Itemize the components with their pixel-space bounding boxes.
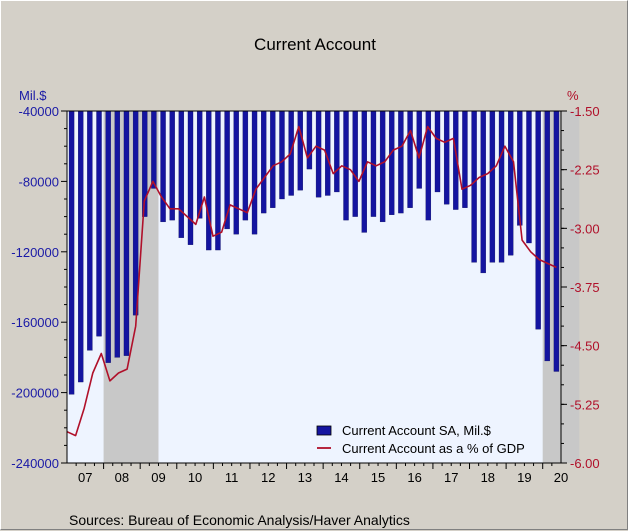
bar-30 <box>334 110 340 193</box>
right-axis-unit-label: % <box>567 88 579 103</box>
bar-27 <box>306 110 313 170</box>
legend-label-line: Current Account as a % of GDP <box>342 441 525 456</box>
bar-22 <box>261 110 267 214</box>
legend-label-bars: Current Account SA, Mil.$ <box>342 423 492 438</box>
bar-45 <box>471 110 477 263</box>
x-tick-label: 10 <box>188 470 202 485</box>
x-tick-label: 20 <box>554 470 568 485</box>
right-tick-label: -3.00 <box>570 221 600 236</box>
bar-37 <box>398 110 404 214</box>
bar-21 <box>251 110 258 235</box>
bar-20 <box>242 110 249 221</box>
legend-swatch-bars <box>316 425 332 436</box>
bar-42 <box>443 110 450 205</box>
bar-6 <box>114 110 120 358</box>
bar-16 <box>206 110 212 251</box>
left-tick-label: -200000 <box>11 386 59 401</box>
bar-24 <box>279 110 285 200</box>
bar-19 <box>233 110 239 235</box>
x-tick-label: 14 <box>334 470 348 485</box>
left-tick-label: -160000 <box>11 315 59 330</box>
bar-5 <box>105 110 111 363</box>
bar-35 <box>379 110 386 223</box>
bar-2 <box>78 110 84 383</box>
gdp-share-line <box>66 125 557 437</box>
right-tick-label: -5.25 <box>570 397 600 412</box>
bar-23 <box>270 110 276 208</box>
bar-38 <box>407 110 413 208</box>
left-axis-unit-label: Mil.$ <box>19 88 47 103</box>
x-tick-label: 17 <box>444 470 458 485</box>
bar-10 <box>151 110 157 189</box>
bar-48 <box>498 110 505 263</box>
bar-1 <box>68 110 75 395</box>
bar-49 <box>508 110 514 256</box>
bar-36 <box>389 110 395 215</box>
bar-44 <box>462 110 468 208</box>
x-tick-label: 07 <box>78 470 92 485</box>
x-tick-label: 09 <box>151 470 165 485</box>
x-tick-label: 13 <box>298 470 312 485</box>
line-series <box>66 125 557 437</box>
x-tick-label: 19 <box>517 470 531 485</box>
x-tick-label: 08 <box>115 470 129 485</box>
bar-11 <box>160 110 166 223</box>
x-axis: 07 08 09 10 11 12 13 14 15 16 17 18 19 20 <box>75 463 568 485</box>
legend: Current Account SA, Mil.$ Current Accoun… <box>316 423 525 456</box>
recession-band-1 <box>103 111 159 463</box>
bar-4 <box>96 110 102 337</box>
bar-51 <box>526 110 532 244</box>
right-tick-label: -4.50 <box>570 339 600 354</box>
left-tick-label: -40000 <box>19 104 59 119</box>
left-tick-label: -80000 <box>19 174 59 189</box>
bar-8 <box>132 110 139 316</box>
bar-17 <box>215 110 221 251</box>
bar-13 <box>178 110 185 238</box>
chart-title: Current Account <box>254 35 376 54</box>
bar-15 <box>196 110 203 219</box>
bar-46 <box>480 110 486 274</box>
right-axis: -1.50 -2.25 -3.00 -3.75 -4.50 -5.25 -6.00 <box>561 104 600 471</box>
bar-7 <box>123 110 130 356</box>
right-tick-label: -1.50 <box>570 104 600 119</box>
x-tick-label: 11 <box>225 470 239 485</box>
right-tick-label: -2.25 <box>570 163 600 178</box>
x-tick-label: 15 <box>371 470 385 485</box>
bar-14 <box>187 110 194 245</box>
bar-54 <box>553 110 560 372</box>
right-tick-label: -6.00 <box>570 456 600 471</box>
left-tick-label: -240000 <box>11 456 59 471</box>
left-tick-label: -120000 <box>11 245 59 260</box>
bar-26 <box>297 110 303 191</box>
bar-32 <box>352 110 358 217</box>
x-tick-label: 18 <box>481 470 495 485</box>
right-tick-label: -3.75 <box>570 280 600 295</box>
x-tick-label: 12 <box>261 470 275 485</box>
source-note: Sources: Bureau of Economic Analysis/Hav… <box>69 512 410 528</box>
bar-41 <box>434 110 441 193</box>
bar-3 <box>87 110 93 351</box>
bar-28 <box>315 110 322 198</box>
x-tick-label: 16 <box>407 470 421 485</box>
bar-52 <box>535 110 541 330</box>
bar-53 <box>544 110 550 362</box>
bar-12 <box>169 110 175 221</box>
left-axis: -40000 -80000 -120000 -160000 -200000 -240000 <box>11 104 67 471</box>
bar-31 <box>343 110 349 221</box>
bar-47 <box>489 110 496 263</box>
